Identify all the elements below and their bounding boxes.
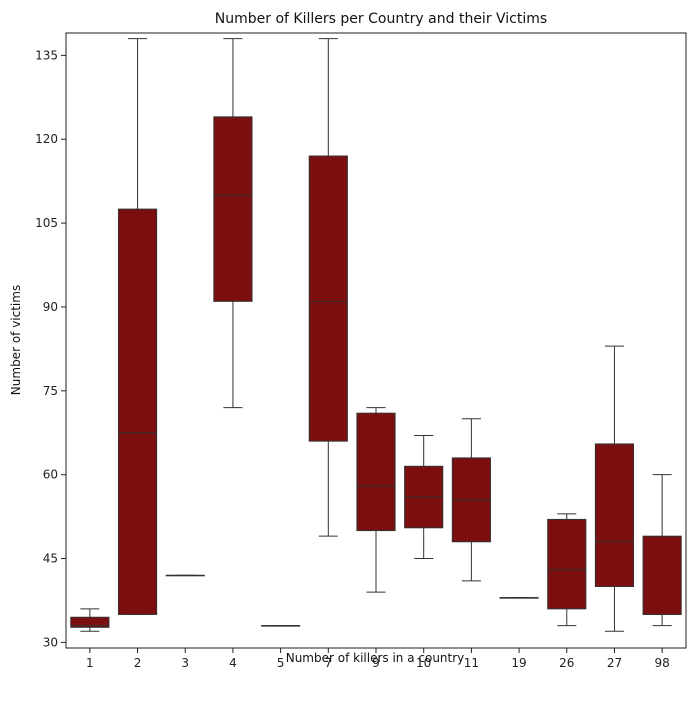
y-tick-label: 45 xyxy=(43,552,58,566)
x-tick-label: 3 xyxy=(181,656,189,670)
x-tick-label: 27 xyxy=(607,656,622,670)
box-iqr xyxy=(70,616,110,628)
x-axis-label: Number of killers in a country xyxy=(286,651,465,665)
box-iqr xyxy=(642,535,682,615)
x-tick-label: 26 xyxy=(559,656,574,670)
x-tick-label: 19 xyxy=(511,656,526,670)
x-tick-label: 98 xyxy=(655,656,670,670)
y-tick-label: 60 xyxy=(43,468,58,482)
y-tick-label: 135 xyxy=(35,48,58,62)
chart-title: Number of Killers per Country and their … xyxy=(215,11,547,27)
x-tick-label: 11 xyxy=(464,656,479,670)
y-tick-label: 90 xyxy=(43,300,58,314)
x-tick-label: 7 xyxy=(324,656,332,670)
box-iqr xyxy=(117,208,158,615)
y-tick-label: 120 xyxy=(35,132,58,146)
y-tick-label: 105 xyxy=(35,216,58,230)
x-tick-label: 1 xyxy=(86,656,94,670)
y-tick-label: 75 xyxy=(43,384,58,398)
plot-frame xyxy=(65,32,687,649)
x-tick-label: 5 xyxy=(277,656,285,670)
y-axis-label: Number of victims xyxy=(9,285,23,395)
x-tick-label: 10 xyxy=(416,656,431,670)
box-iqr xyxy=(547,518,587,610)
x-tick-label: 9 xyxy=(372,656,380,670)
y-tick-label: 30 xyxy=(43,635,58,649)
box-iqr xyxy=(356,412,396,532)
box-iqr xyxy=(594,443,635,587)
box-iqr xyxy=(213,116,253,302)
x-tick-label: 2 xyxy=(134,656,142,670)
x-tick-label: 4 xyxy=(229,656,237,670)
box-iqr xyxy=(308,155,348,442)
